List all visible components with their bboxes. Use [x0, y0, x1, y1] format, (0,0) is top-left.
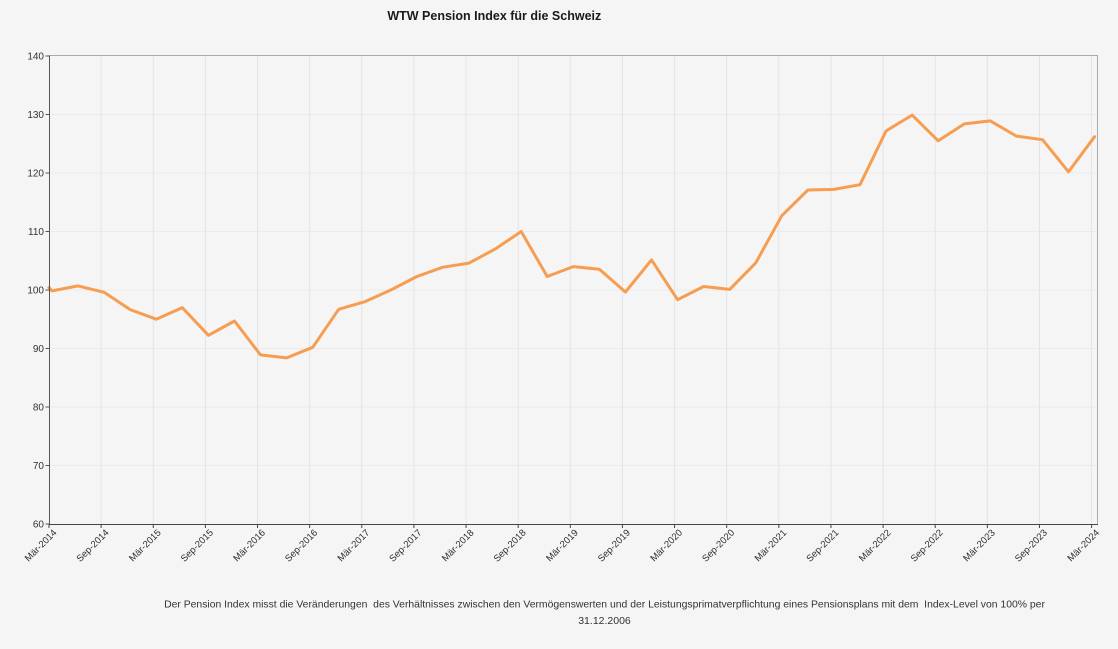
svg-text:70: 70 [33, 461, 45, 472]
svg-text:Der Pension Index misst die Ve: Der Pension Index misst die Veränderunge… [164, 600, 1045, 611]
svg-text:130: 130 [27, 110, 44, 121]
svg-text:60: 60 [33, 520, 45, 531]
svg-text:110: 110 [28, 227, 44, 238]
svg-text:100: 100 [27, 286, 44, 297]
svg-text:31.12.2006: 31.12.2006 [578, 615, 631, 627]
svg-text:80: 80 [33, 403, 45, 414]
svg-text:120: 120 [27, 169, 44, 180]
svg-text:140: 140 [27, 52, 44, 63]
svg-text:90: 90 [33, 344, 45, 355]
svg-text:WTW Pension Index für die Schw: WTW Pension Index für die Schweiz [387, 9, 601, 23]
